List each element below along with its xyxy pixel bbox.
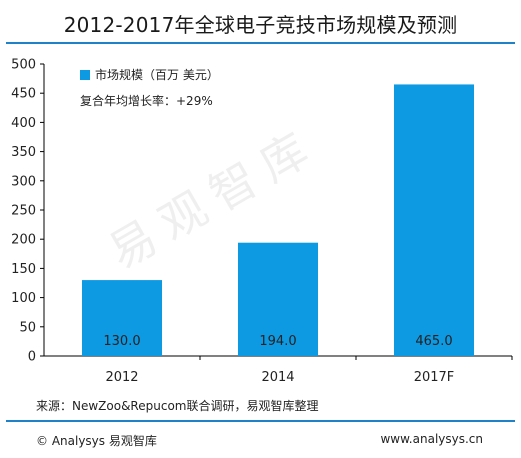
data-label: 130.0 — [103, 334, 140, 349]
y-tick-label: 400 — [11, 116, 36, 131]
chart-title: 2012-2017年全球电子竞技市场规模及预测 — [63, 13, 458, 37]
legend-swatch — [80, 69, 90, 80]
bar-2017f — [394, 84, 474, 356]
source-note: 来源：NewZoo&Repucom联合调研，易观智库整理 — [36, 399, 319, 413]
y-tick-label: 500 — [11, 58, 36, 73]
x-tick-label: 2017F — [414, 370, 455, 385]
y-tick-label: 300 — [11, 174, 36, 189]
y-tick-label: 100 — [11, 291, 36, 306]
y-tick-label: 50 — [19, 320, 36, 335]
y-tick-label: 250 — [11, 204, 36, 219]
legend-label: 市场规模（百万 美元） — [95, 68, 219, 82]
y-tick-label: 0 — [28, 350, 36, 365]
y-tick-label: 450 — [11, 87, 36, 102]
data-label: 465.0 — [415, 334, 452, 349]
bar-2012 — [82, 280, 162, 356]
copyright: © Analysys 易观智库 — [36, 434, 157, 448]
footer-divider — [6, 420, 515, 422]
growth-rate-note: 复合年均增长率：+29% — [80, 94, 213, 108]
legend: 市场规模（百万 美元） — [80, 66, 219, 83]
x-tick-label: 2014 — [261, 370, 294, 385]
bar-2014 — [238, 242, 318, 356]
y-tick-label: 150 — [11, 262, 36, 277]
y-tick-label: 350 — [11, 145, 36, 160]
data-label: 194.0 — [259, 334, 296, 349]
website-link: www.analysys.cn — [380, 432, 483, 446]
title-divider — [6, 42, 515, 44]
y-tick-label: 200 — [11, 233, 36, 248]
x-tick-label: 2012 — [105, 370, 138, 385]
